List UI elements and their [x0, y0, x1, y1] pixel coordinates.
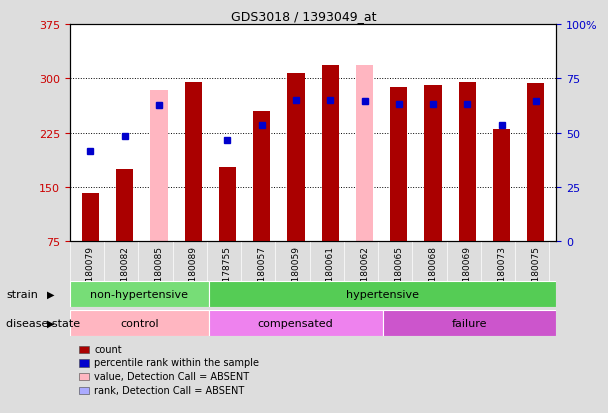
Bar [493, 130, 510, 242]
Text: GSM180057: GSM180057 [257, 245, 266, 300]
Text: GSM180089: GSM180089 [188, 245, 198, 300]
Bar [150, 91, 168, 242]
Text: control: control [120, 318, 159, 328]
Text: GSM180069: GSM180069 [463, 245, 472, 300]
Bar [209, 310, 382, 337]
Bar [527, 84, 544, 242]
Text: GSM180079: GSM180079 [86, 245, 95, 300]
Text: rank, Detection Call = ABSENT: rank, Detection Call = ABSENT [94, 385, 244, 395]
Bar [219, 167, 236, 242]
Bar [382, 310, 556, 337]
Text: GSM180062: GSM180062 [360, 245, 369, 300]
Text: compensated: compensated [258, 318, 334, 328]
Bar [424, 86, 441, 242]
Text: GSM180073: GSM180073 [497, 245, 506, 300]
Text: GSM180061: GSM180061 [326, 245, 335, 300]
Bar [209, 281, 556, 308]
Text: GSM180065: GSM180065 [394, 245, 403, 300]
Bar [82, 193, 99, 242]
Bar [253, 112, 271, 242]
Bar [288, 74, 305, 242]
Text: GSM180085: GSM180085 [154, 245, 164, 300]
Bar [458, 83, 476, 242]
Text: ▶: ▶ [47, 318, 55, 328]
Text: count: count [94, 344, 122, 354]
Text: GSM180075: GSM180075 [531, 245, 541, 300]
Text: failure: failure [452, 318, 487, 328]
Text: disease state: disease state [6, 318, 80, 328]
Text: percentile rank within the sample: percentile rank within the sample [94, 358, 259, 368]
Text: value, Detection Call = ABSENT: value, Detection Call = ABSENT [94, 371, 249, 381]
Bar [390, 88, 407, 242]
Text: GSM180082: GSM180082 [120, 245, 130, 300]
Text: GSM180059: GSM180059 [291, 245, 300, 300]
Text: GSM178755: GSM178755 [223, 245, 232, 300]
Bar [70, 281, 209, 308]
Text: GSM180068: GSM180068 [429, 245, 438, 300]
Text: strain: strain [6, 289, 38, 299]
Text: GDS3018 / 1393049_at: GDS3018 / 1393049_at [231, 10, 377, 23]
Bar [116, 169, 133, 242]
Bar [70, 310, 209, 337]
Bar [356, 66, 373, 242]
Bar [322, 66, 339, 242]
Text: non-hypertensive: non-hypertensive [91, 289, 188, 299]
Bar [185, 83, 202, 242]
Text: ▶: ▶ [47, 289, 55, 299]
Text: hypertensive: hypertensive [346, 289, 419, 299]
